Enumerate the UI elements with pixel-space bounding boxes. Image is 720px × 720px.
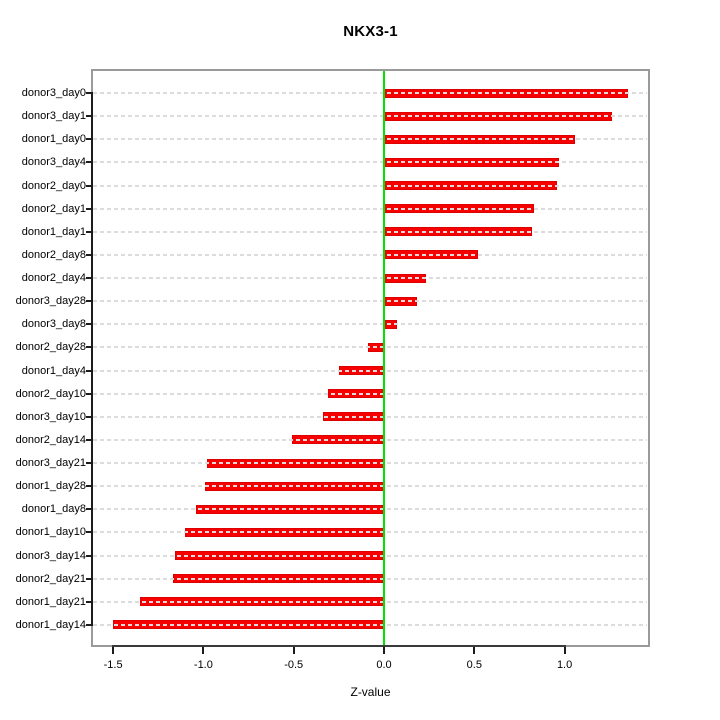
y-tick bbox=[86, 323, 93, 326]
y-axis-label: donor3_day4 bbox=[21, 156, 86, 169]
x-tick-label: 1.0 bbox=[556, 659, 573, 671]
y-axis-label: donor2_day10 bbox=[15, 387, 86, 400]
y-axis-label: donor2_day14 bbox=[15, 433, 86, 446]
gridline bbox=[93, 600, 647, 603]
y-axis-label: donor2_day21 bbox=[15, 572, 86, 585]
y-tick bbox=[86, 207, 93, 210]
y-axis-label: donor1_day10 bbox=[15, 526, 86, 539]
y-tick bbox=[86, 300, 93, 303]
x-tick bbox=[292, 647, 295, 654]
gridline bbox=[93, 415, 647, 418]
y-axis-label: donor1_day8 bbox=[21, 503, 86, 516]
x-axis-line bbox=[112, 645, 566, 647]
gridline bbox=[93, 300, 647, 303]
y-tick bbox=[86, 531, 93, 534]
y-axis-label: donor1_day21 bbox=[15, 595, 86, 608]
gridline bbox=[93, 346, 647, 349]
gridline bbox=[93, 184, 647, 187]
gridline bbox=[93, 554, 647, 557]
x-tick-label: 0.0 bbox=[376, 659, 392, 671]
y-tick bbox=[86, 369, 93, 372]
y-tick bbox=[86, 600, 93, 603]
gridline bbox=[93, 438, 647, 441]
gridline bbox=[93, 207, 647, 210]
chart-title: NKX3-1 bbox=[343, 23, 398, 40]
y-tick bbox=[86, 623, 93, 626]
y-tick bbox=[86, 438, 93, 441]
gridline bbox=[93, 277, 647, 280]
gridline bbox=[93, 531, 647, 534]
gridline bbox=[93, 392, 647, 395]
gridline bbox=[93, 115, 647, 118]
y-tick bbox=[86, 230, 93, 233]
y-tick bbox=[86, 277, 93, 280]
y-tick bbox=[86, 138, 93, 141]
gridline bbox=[93, 462, 647, 465]
y-axis-label: donor1_day0 bbox=[21, 133, 86, 146]
gridline bbox=[93, 323, 647, 326]
x-axis-label: Z-value bbox=[350, 685, 391, 699]
y-axis-label: donor1_day4 bbox=[21, 364, 86, 377]
x-tick-label: -0.5 bbox=[284, 659, 304, 671]
y-tick bbox=[86, 161, 93, 164]
gridline bbox=[93, 92, 647, 94]
gridline bbox=[93, 508, 647, 511]
y-tick bbox=[86, 184, 93, 187]
x-tick-label: 0.5 bbox=[466, 659, 482, 671]
y-tick bbox=[86, 115, 93, 118]
plot-border-right bbox=[648, 69, 650, 647]
y-axis-label: donor3_day1 bbox=[21, 110, 86, 123]
y-tick bbox=[86, 577, 93, 580]
x-tick bbox=[112, 647, 115, 654]
x-tick-label: -1.5 bbox=[103, 659, 123, 671]
gridline bbox=[93, 485, 647, 488]
y-tick bbox=[86, 462, 93, 465]
y-axis-label: donor3_day8 bbox=[21, 318, 86, 331]
y-axis-label: donor2_day1 bbox=[21, 202, 86, 215]
y-axis-label: donor1_day1 bbox=[21, 225, 86, 238]
y-axis-label: donor2_day8 bbox=[21, 248, 86, 261]
x-tick bbox=[383, 647, 385, 654]
y-tick bbox=[86, 392, 93, 395]
y-tick bbox=[86, 554, 93, 557]
x-tick bbox=[563, 647, 566, 654]
gridline bbox=[93, 230, 647, 233]
gridline bbox=[93, 577, 647, 580]
y-axis-label: donor3_day21 bbox=[15, 457, 86, 470]
y-tick bbox=[86, 508, 93, 511]
x-tick bbox=[202, 647, 205, 654]
y-axis-label: donor1_day14 bbox=[15, 618, 86, 631]
y-axis-label: donor2_day28 bbox=[15, 341, 86, 354]
y-tick bbox=[86, 415, 93, 418]
x-tick bbox=[473, 647, 476, 654]
plot-border-top bbox=[91, 69, 650, 71]
zero-line bbox=[383, 71, 385, 645]
y-axis-label: donor3_day14 bbox=[15, 549, 86, 562]
gridline bbox=[93, 253, 647, 256]
y-tick bbox=[86, 92, 93, 94]
gridline bbox=[93, 138, 647, 141]
y-axis-label: donor1_day28 bbox=[15, 480, 86, 493]
y-tick bbox=[86, 346, 93, 349]
y-axis-label: donor2_day4 bbox=[21, 272, 86, 285]
gridline bbox=[93, 623, 647, 626]
y-axis-label: donor2_day0 bbox=[21, 179, 86, 192]
y-axis-label: donor3_day0 bbox=[21, 87, 86, 99]
gridline bbox=[93, 369, 647, 372]
y-tick bbox=[86, 485, 93, 488]
gridline bbox=[93, 161, 647, 164]
y-axis-label: donor3_day10 bbox=[15, 410, 86, 423]
y-axis-label: donor3_day28 bbox=[15, 295, 86, 308]
y-axis-line bbox=[91, 92, 93, 626]
y-tick bbox=[86, 253, 93, 256]
x-tick-label: -1.0 bbox=[193, 659, 213, 671]
